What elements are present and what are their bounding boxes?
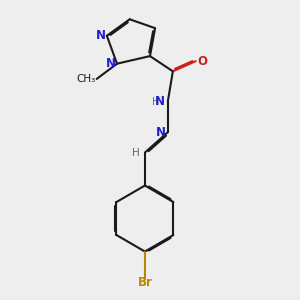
Text: O: O (198, 55, 208, 68)
Text: CH₃: CH₃ (76, 74, 95, 84)
Text: H: H (132, 148, 139, 158)
Text: N: N (155, 95, 165, 108)
Text: N: N (96, 29, 106, 42)
Text: Br: Br (137, 276, 152, 289)
Text: N: N (106, 57, 116, 70)
Text: H: H (152, 97, 159, 107)
Text: N: N (156, 126, 166, 139)
